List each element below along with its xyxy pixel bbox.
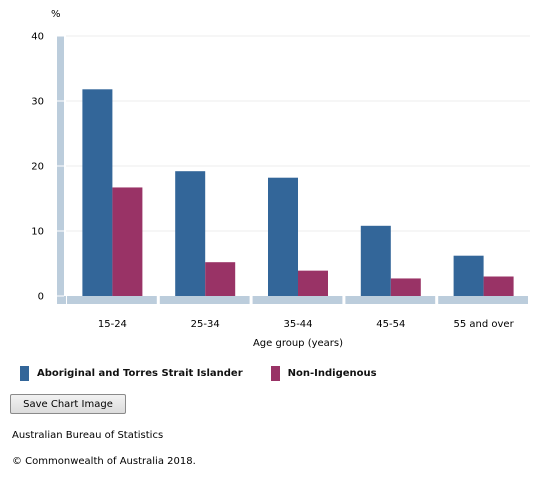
save-chart-image-button[interactable]: Save Chart Image bbox=[10, 394, 126, 414]
y-tick-label: 20 bbox=[31, 162, 44, 173]
bar-aboriginal[interactable] bbox=[360, 225, 391, 296]
legend-label-non-indigenous: Non-Indigenous bbox=[287, 368, 377, 379]
legend-swatch-aboriginal bbox=[20, 366, 29, 381]
x-axis-band-segment bbox=[345, 296, 436, 304]
legend-swatch-non-indigenous bbox=[270, 366, 280, 381]
x-axis-band-segment bbox=[438, 296, 528, 304]
bar-aboriginal[interactable] bbox=[175, 171, 206, 296]
y-tick-label: 30 bbox=[31, 97, 44, 108]
x-axis-band-segment bbox=[159, 296, 250, 304]
legend-item-non-indigenous[interactable]: Non-Indigenous bbox=[270, 366, 377, 381]
axis-decoration bbox=[57, 35, 528, 304]
legend: Aboriginal and Torres Strait Islander No… bbox=[20, 366, 405, 381]
y-tick-label: 0 bbox=[38, 292, 44, 303]
bar-non-indigenous[interactable] bbox=[112, 187, 143, 296]
y-tick-label: 40 bbox=[31, 32, 44, 43]
axis-corner bbox=[57, 296, 66, 304]
bar-aboriginal[interactable] bbox=[453, 255, 484, 296]
legend-item-aboriginal[interactable]: Aboriginal and Torres Strait Islander bbox=[20, 366, 243, 381]
bar-chart: % 0 10 20 30 40 15-24 25-34 35-44 45-54 55 and o… bbox=[31, 9, 530, 349]
x-tick-label: 35-44 bbox=[283, 319, 312, 330]
copyright-text: © Commonwealth of Australia 2018. bbox=[12, 456, 196, 467]
y-axis-unit-label: % bbox=[51, 9, 61, 20]
y-axis-ticks: 0 10 20 30 40 bbox=[31, 32, 44, 303]
bar-non-indigenous[interactable] bbox=[205, 262, 236, 296]
x-tick-label: 25-34 bbox=[191, 319, 220, 330]
x-tick-label: 55 and over bbox=[453, 319, 514, 330]
x-axis-band-segment bbox=[252, 296, 343, 304]
bars bbox=[82, 89, 514, 297]
x-tick-label: 45-54 bbox=[376, 319, 405, 330]
x-axis-band-segment bbox=[67, 296, 157, 304]
y-tick-label: 10 bbox=[31, 227, 44, 238]
bar-non-indigenous[interactable] bbox=[390, 278, 421, 296]
x-axis-title: Age group (years) bbox=[253, 338, 343, 349]
bar-aboriginal[interactable] bbox=[82, 89, 113, 296]
source-text: Australian Bureau of Statistics bbox=[12, 430, 164, 441]
bar-non-indigenous[interactable] bbox=[483, 276, 514, 297]
y-axis-band bbox=[57, 36, 64, 304]
x-tick-label: 15-24 bbox=[98, 319, 127, 330]
bar-aboriginal[interactable] bbox=[268, 177, 298, 296]
bar-non-indigenous[interactable] bbox=[298, 270, 328, 296]
legend-label-aboriginal: Aboriginal and Torres Strait Islander bbox=[37, 368, 243, 379]
x-axis-ticks: 15-24 25-34 35-44 45-54 55 and over bbox=[98, 319, 515, 330]
